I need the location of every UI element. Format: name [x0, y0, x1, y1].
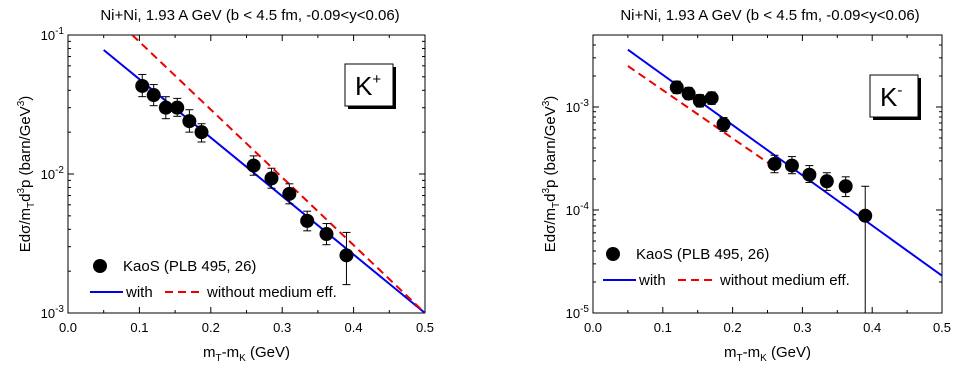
x-tick-label: 0.2 — [724, 320, 742, 335]
data-point — [246, 158, 261, 173]
chart-title: Ni+Ni, 1.93 A GeV (b < 4.5 fm, -0.09<y<0… — [100, 7, 399, 24]
data-point — [669, 80, 684, 95]
x-tick-label: 0.3 — [793, 320, 811, 335]
data-point — [135, 78, 150, 93]
series-without-medium-line — [131, 35, 425, 313]
data-point — [784, 158, 799, 173]
chart-1: Ni+Ni, 1.93 A GeV (b < 4.5 fm, -0.09<y<0… — [16, 7, 434, 364]
x-tick-label: 0.0 — [584, 320, 602, 335]
badge-box — [344, 63, 394, 107]
chart-title: Ni+Ni, 1.93 A GeV (b < 4.5 fm, -0.09<y<0… — [620, 7, 919, 24]
data-point — [182, 114, 197, 129]
data-point — [858, 208, 873, 223]
legend: KaoS (PLB 495, 26) with without medium eff… — [90, 258, 337, 301]
data-point — [716, 117, 731, 132]
x-tick-label: 0.0 — [59, 320, 77, 335]
x-tick-label: 0.1 — [130, 320, 148, 335]
x-axis: 0.0 0.1 0.2 0.3 0.4 0.5 — [59, 35, 434, 335]
data-point — [339, 248, 354, 263]
data-point — [838, 179, 853, 194]
y-tick-label: 10-4 — [566, 201, 590, 218]
data-point — [158, 100, 173, 115]
series-without-medium-line — [627, 65, 776, 169]
badge-label: K+ — [355, 71, 381, 101]
legend-label-without: without medium eff. — [719, 272, 850, 289]
y-axis: 10-5 10-4 10-3 — [566, 34, 942, 321]
legend: KaoS (PLB 495, 26) with without medium eff… — [603, 246, 850, 289]
data-point — [767, 156, 782, 171]
particle-badge: K+ — [344, 63, 396, 109]
y-axis-label: Edσ/mTd3p (barn/GeV3) — [541, 96, 562, 253]
y-axis: 10-3 10-2 10-1 — [41, 26, 425, 321]
legend-label-without: without medium eff. — [206, 284, 337, 301]
x-axis: 0.0 0.1 0.2 0.3 0.4 0.5 — [584, 35, 951, 335]
data-point — [300, 213, 315, 228]
y-tick-label: 10-1 — [41, 26, 65, 43]
x-tick-label: 0.3 — [273, 320, 291, 335]
legend-marker-kaos — [93, 259, 107, 273]
legend-label-with: with — [125, 284, 153, 301]
data-point — [282, 186, 297, 201]
data-point — [264, 171, 279, 186]
chart-2: Ni+Ni, 1.93 A GeV (b < 4.5 fm, -0.09<y<0… — [541, 7, 951, 364]
legend-label-with: with — [638, 272, 666, 289]
legend-label-kaos: KaoS (PLB 495, 26) — [636, 246, 769, 263]
y-tick-label: 10-2 — [41, 165, 65, 182]
x-axis-label: mT-mK (GeV) — [724, 344, 811, 364]
data-point — [819, 174, 834, 189]
data-point — [704, 91, 719, 106]
x-axis-label: mT-mK (GeV) — [203, 344, 290, 364]
badge-label: K- — [880, 82, 902, 112]
y-axis-label: Edσ/mTd3p (barn/GeV3) — [16, 96, 37, 253]
data-point — [146, 88, 161, 103]
x-tick-label: 0.4 — [863, 320, 881, 335]
y-tick-label: 10-3 — [41, 304, 65, 321]
data-point — [319, 227, 334, 242]
x-tick-label: 0.5 — [416, 320, 434, 335]
y-tick-label: 10-3 — [566, 98, 590, 115]
data-point — [692, 93, 707, 108]
x-tick-label: 0.1 — [654, 320, 672, 335]
x-tick-label: 0.5 — [933, 320, 951, 335]
badge-box — [869, 74, 919, 118]
data-point — [194, 125, 209, 140]
x-tick-label: 0.4 — [345, 320, 363, 335]
x-tick-label: 0.2 — [202, 320, 220, 335]
y-tick-label: 10-5 — [566, 304, 590, 321]
data-point — [170, 100, 185, 115]
data-point — [802, 167, 817, 182]
legend-label-kaos: KaoS (PLB 495, 26) — [123, 258, 256, 275]
particle-badge: K- — [869, 74, 921, 120]
legend-marker-kaos — [606, 247, 620, 261]
data-point — [681, 86, 696, 101]
